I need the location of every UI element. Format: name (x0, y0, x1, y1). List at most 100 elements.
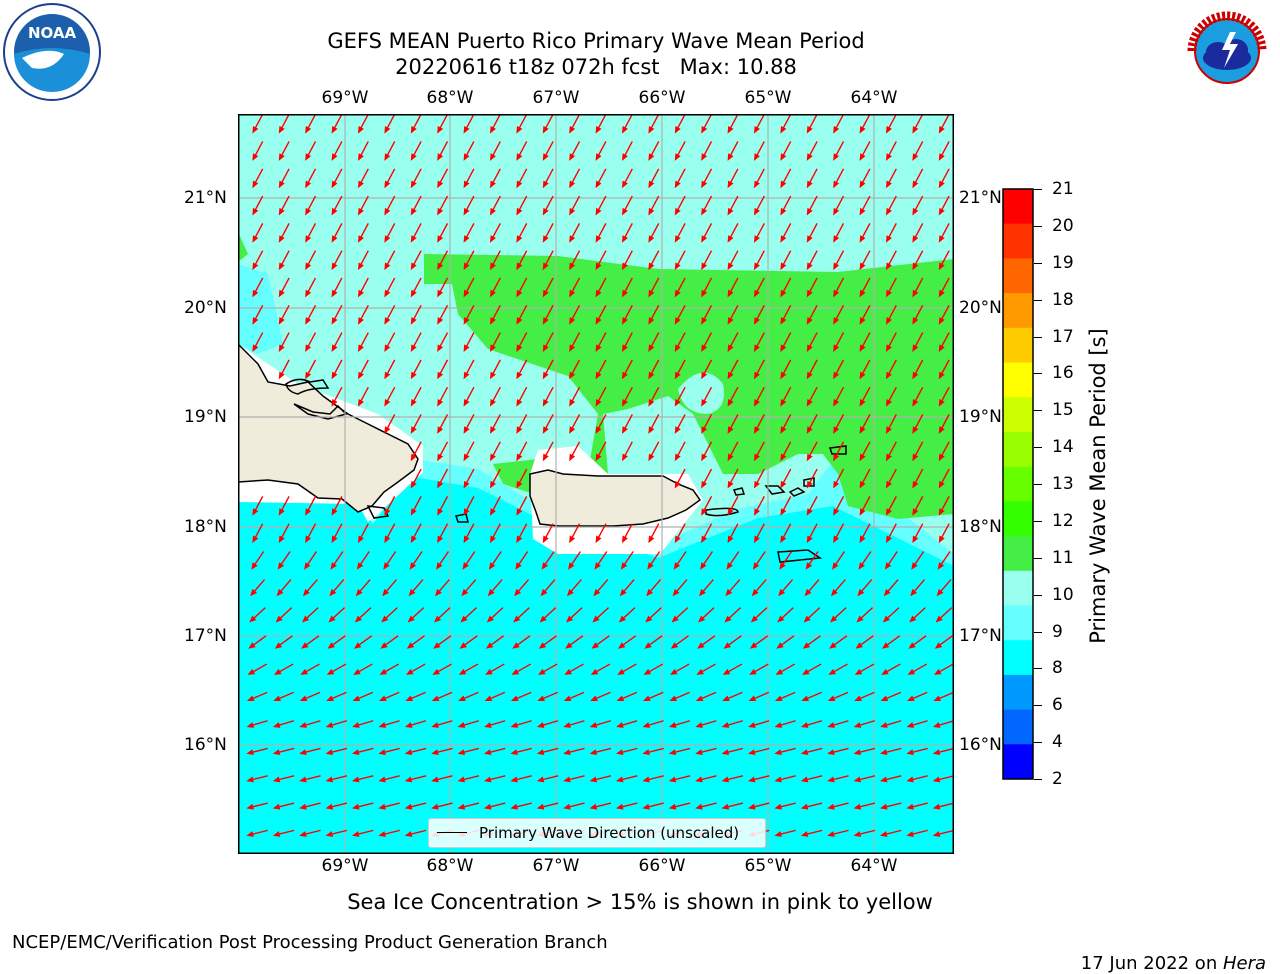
wave-direction-arrow (859, 250, 871, 271)
wave-direction-arrow (906, 720, 928, 728)
wave-direction-arrow (353, 635, 373, 649)
wave-direction-arrow (673, 551, 687, 570)
wave-direction-arrow (384, 332, 396, 352)
wave-direction-arrow (542, 250, 554, 271)
wave-direction-arrow (278, 114, 290, 134)
wave-direction-arrow (801, 663, 822, 675)
wave-direction-arrow (938, 168, 950, 189)
wave-direction-arrow (489, 414, 501, 434)
wave-direction-arrow (753, 468, 765, 489)
wave-direction-arrow (833, 141, 845, 161)
wave-direction-arrow (457, 720, 479, 728)
wave-direction-arrow (753, 523, 765, 544)
wave-direction-arrow (615, 775, 638, 783)
wave-direction-arrow (648, 223, 660, 243)
wave-direction-arrow (858, 551, 872, 570)
wave-direction-arrow (748, 720, 770, 728)
wave-direction-arrow (932, 747, 954, 756)
wave-direction-arrow (252, 496, 264, 516)
wave-direction-arrow (642, 775, 664, 783)
wave-direction-arrow (910, 579, 926, 597)
lat-label-left: 17°N (184, 626, 227, 646)
colorbar-tick-label: 16 (1052, 363, 1074, 384)
wave-direction-arrow (410, 250, 422, 271)
wave-direction-arrow (409, 551, 423, 570)
wave-direction-arrow (463, 168, 475, 189)
wave-direction-arrow (589, 802, 612, 810)
wave-direction-arrow (648, 386, 660, 407)
wave-direction-arrow (542, 277, 554, 298)
wave-direction-arrow (437, 496, 449, 516)
wave-direction-arrow (933, 663, 954, 675)
colorbar-tick-label: 19 (1052, 252, 1074, 273)
wave-direction-arrow (724, 607, 742, 623)
wave-direction-arrow (410, 141, 422, 161)
wave-direction-arrow (621, 223, 633, 243)
wave-direction-arrow (753, 441, 765, 462)
wave-direction-arrow (701, 441, 713, 462)
wave-direction-arrow (404, 829, 427, 837)
wave-direction-arrow (485, 663, 505, 675)
wave-direction-arrow (621, 523, 633, 544)
wave-direction-arrow (615, 802, 638, 810)
wave-direction-arrow (405, 663, 426, 675)
wave-direction-arrow (885, 168, 897, 189)
wave-direction-arrow (247, 663, 268, 675)
wave-direction-arrow (278, 304, 290, 325)
wave-direction-arrow (433, 635, 452, 649)
wave-direction-arrow (510, 720, 532, 728)
wave-direction-arrow (325, 829, 348, 837)
wave-direction-arrow (489, 168, 501, 189)
wave-direction-arrow (938, 496, 950, 516)
wave-direction-arrow (457, 775, 480, 783)
wave-direction-arrow (753, 359, 765, 380)
colorbar (1002, 188, 1034, 780)
wave-direction-arrow (670, 635, 689, 649)
wave-direction-arrow (512, 635, 531, 649)
wave-direction-arrow (489, 223, 501, 243)
wave-direction-arrow (331, 250, 343, 271)
legend-line-sample (437, 832, 467, 833)
wave-direction-arrow (331, 195, 343, 216)
wave-direction-arrow (833, 386, 845, 407)
wave-direction-arrow (384, 414, 396, 434)
wave-direction-arrow (775, 663, 796, 675)
wave-direction-arrow (778, 579, 794, 597)
wave-direction-arrow (800, 775, 823, 783)
wave-direction-arrow (938, 523, 950, 544)
wave-direction-arrow (431, 691, 453, 702)
wave-direction-arrow (590, 691, 611, 702)
land-hispaniola (238, 344, 418, 512)
wave-direction-arrow (275, 607, 293, 623)
wave-direction-arrow (516, 250, 528, 271)
wave-direction-arrow (932, 720, 954, 728)
wave-direction-arrow (912, 250, 924, 271)
wave-direction-arrow (833, 250, 845, 271)
wave-direction-arrow (510, 691, 532, 702)
wave-direction-arrow (595, 304, 607, 325)
noaa-logo-text: NOAA (28, 24, 77, 42)
wave-direction-arrow (516, 332, 528, 352)
wave-direction-arrow (489, 277, 501, 298)
wave-direction-arrow (569, 332, 581, 352)
wave-direction-arrow (701, 414, 713, 434)
wave-direction-arrow (516, 168, 528, 189)
wave-direction-arrow (569, 250, 581, 271)
wave-direction-arrow (885, 141, 897, 161)
wave-direction-arrow (516, 386, 528, 407)
wave-direction-arrow (539, 607, 557, 623)
wave-direction-arrow (406, 635, 425, 649)
wave-direction-arrow (753, 168, 765, 189)
wave-direction-arrow (277, 551, 291, 570)
wave-direction-arrow (357, 277, 369, 298)
wave-direction-arrow (753, 277, 765, 298)
wave-direction-arrow (384, 168, 396, 189)
wave-direction-arrow (801, 691, 822, 702)
wave-direction-arrow (881, 663, 901, 675)
wave-direction-arrow (331, 523, 343, 544)
wave-direction-arrow (378, 802, 400, 810)
colorbar-tick-mark (1034, 299, 1042, 301)
wave-direction-arrow (833, 496, 845, 516)
wave-direction-arrow (674, 168, 686, 189)
wave-direction-arrow (384, 114, 396, 134)
